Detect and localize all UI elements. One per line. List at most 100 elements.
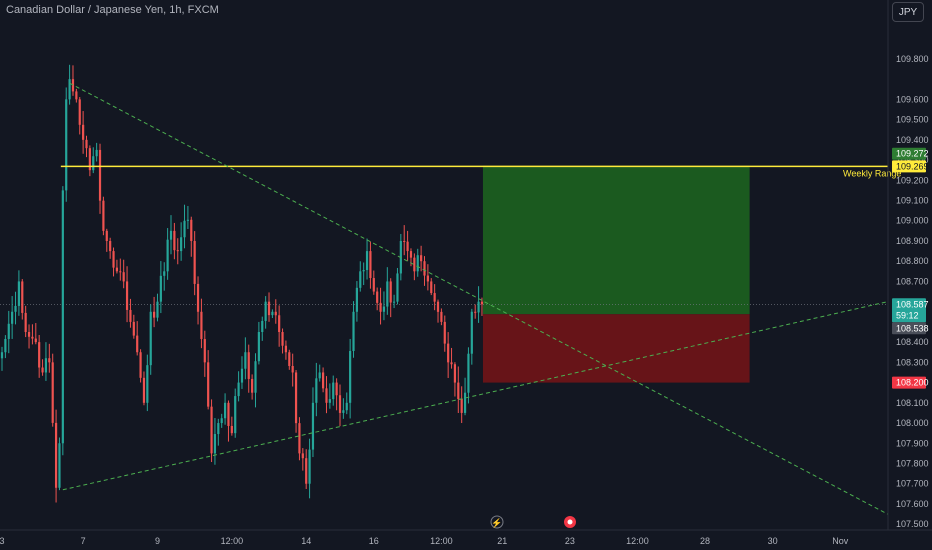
currency-button[interactable]: JPY [892,2,924,22]
candle-body [196,283,200,312]
candle-body [467,353,470,393]
price-tick-label: 109.800 [896,54,929,64]
candle-body [379,302,382,312]
price-tick-label: 107.700 [896,479,929,489]
candle-body [294,372,298,424]
candle-body [264,301,267,321]
candle-body [88,148,91,171]
candle-body [149,311,152,366]
candle-body [318,372,321,379]
candle-body [78,99,81,125]
candle-body [332,382,335,400]
time-tick-label: 28 [700,536,710,546]
price-tick-label: 108.300 [896,357,929,367]
candle-body [58,443,61,488]
time-tick-label: 16 [369,536,379,546]
candle-body [122,272,125,282]
candle-body [288,352,291,366]
candle-body [413,257,416,272]
economic-event-dot [567,519,573,525]
candle-body [7,323,10,339]
candle-body [163,271,166,276]
candle-body [251,378,254,393]
candle-body [386,281,389,307]
candle-body [230,425,233,434]
candle-body [61,190,64,444]
candle-body [183,220,186,238]
candle-body [207,362,210,407]
time-tick-label: 12:00 [430,536,453,546]
candle-body [311,402,315,450]
flash-event-icon [490,515,504,529]
candle-body [240,368,244,383]
candle-body [261,320,264,333]
candle-body [403,240,406,242]
candle-body [125,281,129,310]
candle-body [477,301,480,313]
time-tick-label: 23 [565,536,575,546]
candle-body [274,311,277,316]
candle-body [173,230,176,251]
candle-body [213,434,217,454]
candle-body [186,219,189,221]
candle-body [470,311,473,354]
time-axis: 3 7 9 12:00 14 16 12:00 21 23 12:00 28 30 Nov [0,529,932,546]
candle-body [247,352,250,379]
candle-body [166,239,169,272]
time-tick-label: 12:00 [221,536,244,546]
candle-body [409,251,413,258]
candle-body [44,358,48,373]
candle-body [119,271,122,273]
range-price-tag: 109.269 [896,161,929,171]
candle-body [392,301,396,303]
price-tick-label: 109.000 [896,216,929,226]
candle-body [65,99,68,191]
target-zone [482,165,750,315]
candle-body [369,251,372,279]
candle-body [382,306,386,312]
candle-body [24,312,27,333]
event-markers: ⚡ [490,515,576,529]
candle-body [193,240,196,284]
candle-body [416,255,419,272]
candle-body [426,275,429,282]
candle-body [365,251,369,271]
candle-body [328,399,331,403]
price-tick-label: 107.900 [896,438,929,448]
candle-body [190,219,193,241]
candle-body [95,149,98,157]
candle-body [153,311,156,318]
candle-body [480,301,484,305]
candle-body [227,402,230,426]
chart-title: Canadian Dollar / Japanese Yen, 1h, FXCM [6,4,219,16]
price-tick-label: 107.600 [896,499,929,509]
price-tick-label: 109.500 [896,115,929,125]
stop-price-tag: 108.200 [896,378,929,388]
candle-body [436,301,440,312]
descending-trendline [69,82,888,515]
time-tick-label: 14 [301,536,311,546]
candle-body [139,352,142,378]
candle-body [362,270,365,272]
ascending-trendline [62,301,888,491]
current-price-tag-bg [892,298,926,323]
price-tick-label: 109.300 [896,155,929,165]
candle-body [102,200,105,231]
candle-body [129,309,132,322]
candle-body [41,367,44,373]
candle-body [396,273,399,302]
target-price-tag-bg [892,147,926,160]
candle-body [159,275,162,302]
candle-body [257,332,260,362]
candle-body [136,335,139,353]
candle-body [440,311,443,322]
candle-body [75,91,78,100]
time-tick-label: 3 [0,536,5,546]
candle-body [85,139,88,149]
candle-body [359,271,362,288]
candle-body [450,362,453,365]
candle-body [17,281,20,306]
candle-body [355,287,358,312]
candle-body [376,291,379,303]
